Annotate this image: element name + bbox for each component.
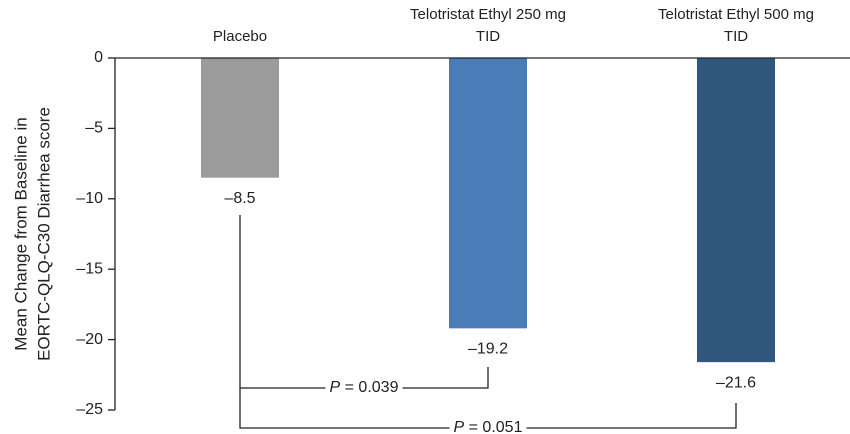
- y-tick-label: –20: [76, 331, 103, 348]
- value-label: –21.6: [716, 374, 756, 391]
- y-axis-title: Mean Change from Baseline in: [11, 117, 30, 350]
- y-tick-label: –25: [76, 401, 103, 418]
- bar: [201, 58, 279, 178]
- category-label: Telotristat Ethyl 500 mg TID: [658, 6, 814, 45]
- y-tick-label: –10: [76, 190, 103, 207]
- bar: [697, 58, 775, 363]
- value-label: –8.5: [224, 190, 255, 207]
- p-value-annotation: P = 0.039: [325, 379, 403, 397]
- y-tick-label: –5: [85, 120, 103, 137]
- y-tick-label: 0: [94, 49, 103, 66]
- p-value-annotation: P = 0.051: [449, 419, 527, 434]
- y-tick-label: –15: [76, 260, 103, 277]
- category-label: Telotristat Ethyl 250 mg TID: [410, 6, 566, 45]
- category-label: Placebo: [212, 28, 268, 45]
- value-label: –19.2: [468, 341, 508, 358]
- y-axis-title: EORTC-QLQ-C30 Diarrhea score: [34, 107, 53, 361]
- bar: [449, 58, 527, 329]
